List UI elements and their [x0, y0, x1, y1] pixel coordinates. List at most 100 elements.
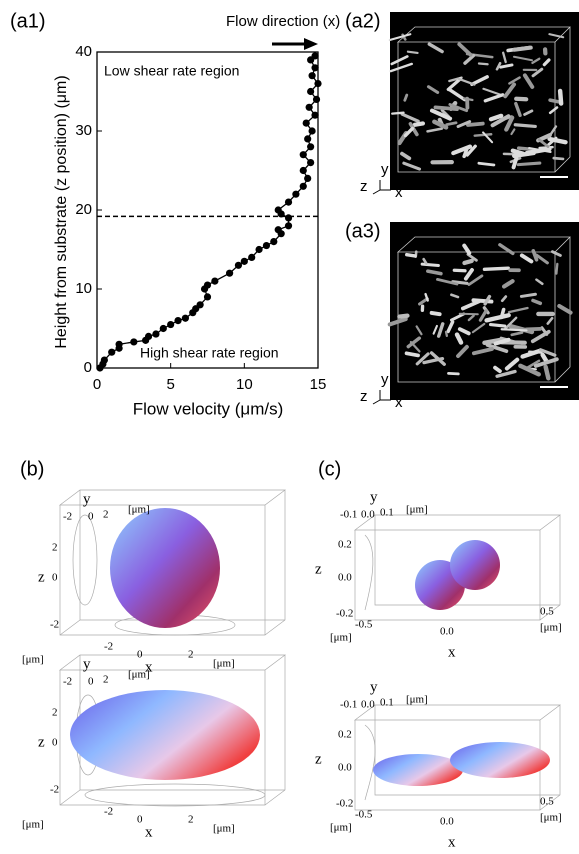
fiber [478, 309, 488, 322]
x-axis-label: Flow velocity (μm/s) [133, 399, 284, 418]
fiber [519, 292, 537, 298]
fiber [557, 303, 573, 315]
data-point [152, 330, 160, 338]
tick-label: -2 [50, 784, 59, 796]
fiber [514, 101, 522, 118]
data-point [196, 301, 204, 309]
fiber [427, 42, 444, 54]
fiber [546, 316, 554, 325]
fiber [477, 62, 489, 66]
fiber [457, 77, 476, 86]
fiber [530, 329, 551, 344]
fiber [503, 82, 517, 99]
fiber [547, 125, 558, 139]
axis-label: y [381, 161, 389, 178]
tick-label: [μm] [330, 632, 352, 644]
data-point [174, 317, 182, 325]
fiber [514, 96, 529, 102]
data-point [270, 238, 278, 246]
fiber [473, 133, 493, 137]
fiber [433, 105, 459, 112]
fiber [387, 317, 408, 327]
fiber [493, 365, 502, 374]
data-point [305, 103, 313, 111]
fiber [495, 369, 517, 378]
data-point [100, 356, 108, 364]
data-point [234, 261, 243, 269]
fiber [540, 352, 549, 365]
y-axis-label: Height from substrate (z position) (μm) [53, 75, 70, 348]
axis-label: y [370, 679, 378, 695]
fiber [482, 131, 494, 144]
axis-triad [372, 390, 391, 405]
fiber [537, 138, 550, 148]
fiber [471, 322, 486, 334]
y-tick-label: 20 [75, 201, 92, 218]
tick-label: 0.0 [338, 572, 352, 584]
fiber [465, 144, 477, 157]
fiber [504, 115, 515, 132]
data-point [308, 127, 316, 135]
tick-label: [μm] [22, 819, 44, 831]
fiber [504, 316, 518, 330]
fiber [389, 62, 413, 73]
fiber [535, 278, 544, 286]
fiber [467, 274, 484, 286]
fiber [436, 278, 459, 286]
tick-label: 0.1 [380, 507, 394, 519]
fiber [545, 136, 558, 148]
fiber [463, 53, 476, 65]
shape-c-top [353, 514, 562, 621]
axis-label: z [315, 751, 322, 767]
tick-label: 0 [88, 676, 94, 688]
fiber [454, 332, 464, 345]
fiber [555, 262, 559, 275]
tick-label: 2 [188, 649, 194, 661]
data-point [312, 95, 321, 103]
fiber [460, 299, 481, 311]
fiber [547, 136, 568, 145]
fiber [436, 322, 445, 338]
fiber [510, 128, 516, 136]
fiber [538, 348, 557, 357]
fiber [463, 268, 474, 281]
data-point [311, 52, 319, 60]
fiber [466, 252, 478, 262]
fiber [499, 63, 514, 69]
tick-label: 0.2 [338, 729, 352, 741]
tick-label: -0.2 [336, 608, 353, 620]
fiber [531, 298, 543, 306]
fiber [511, 156, 519, 170]
data-point [248, 253, 256, 261]
fiber [512, 45, 533, 52]
fiber [412, 121, 426, 127]
tick-label: -2 [50, 619, 59, 631]
fiber [457, 327, 471, 336]
data-point [304, 135, 312, 143]
tick-label: -0.5 [355, 809, 373, 821]
axis-label: y [370, 489, 378, 505]
axis-label: z [38, 734, 45, 750]
tick-label: 2 [188, 814, 194, 826]
y-tick-label: 10 [75, 280, 92, 297]
fiber [456, 344, 469, 359]
data-point [311, 64, 319, 72]
fiber [498, 243, 515, 256]
tick-label: 0.1 [380, 697, 394, 709]
fiber [531, 249, 539, 262]
fiber [531, 57, 541, 65]
fiber [388, 33, 412, 42]
fiber [451, 280, 469, 285]
fiber [462, 243, 472, 255]
fiber [552, 156, 565, 161]
fiber [499, 336, 524, 345]
fiber [518, 363, 541, 377]
box-outline [396, 26, 571, 173]
fiber [523, 109, 534, 116]
fiber [500, 295, 508, 303]
data-point [203, 293, 212, 301]
data-point [307, 143, 315, 151]
fiber [457, 42, 473, 57]
fiber [508, 76, 521, 85]
